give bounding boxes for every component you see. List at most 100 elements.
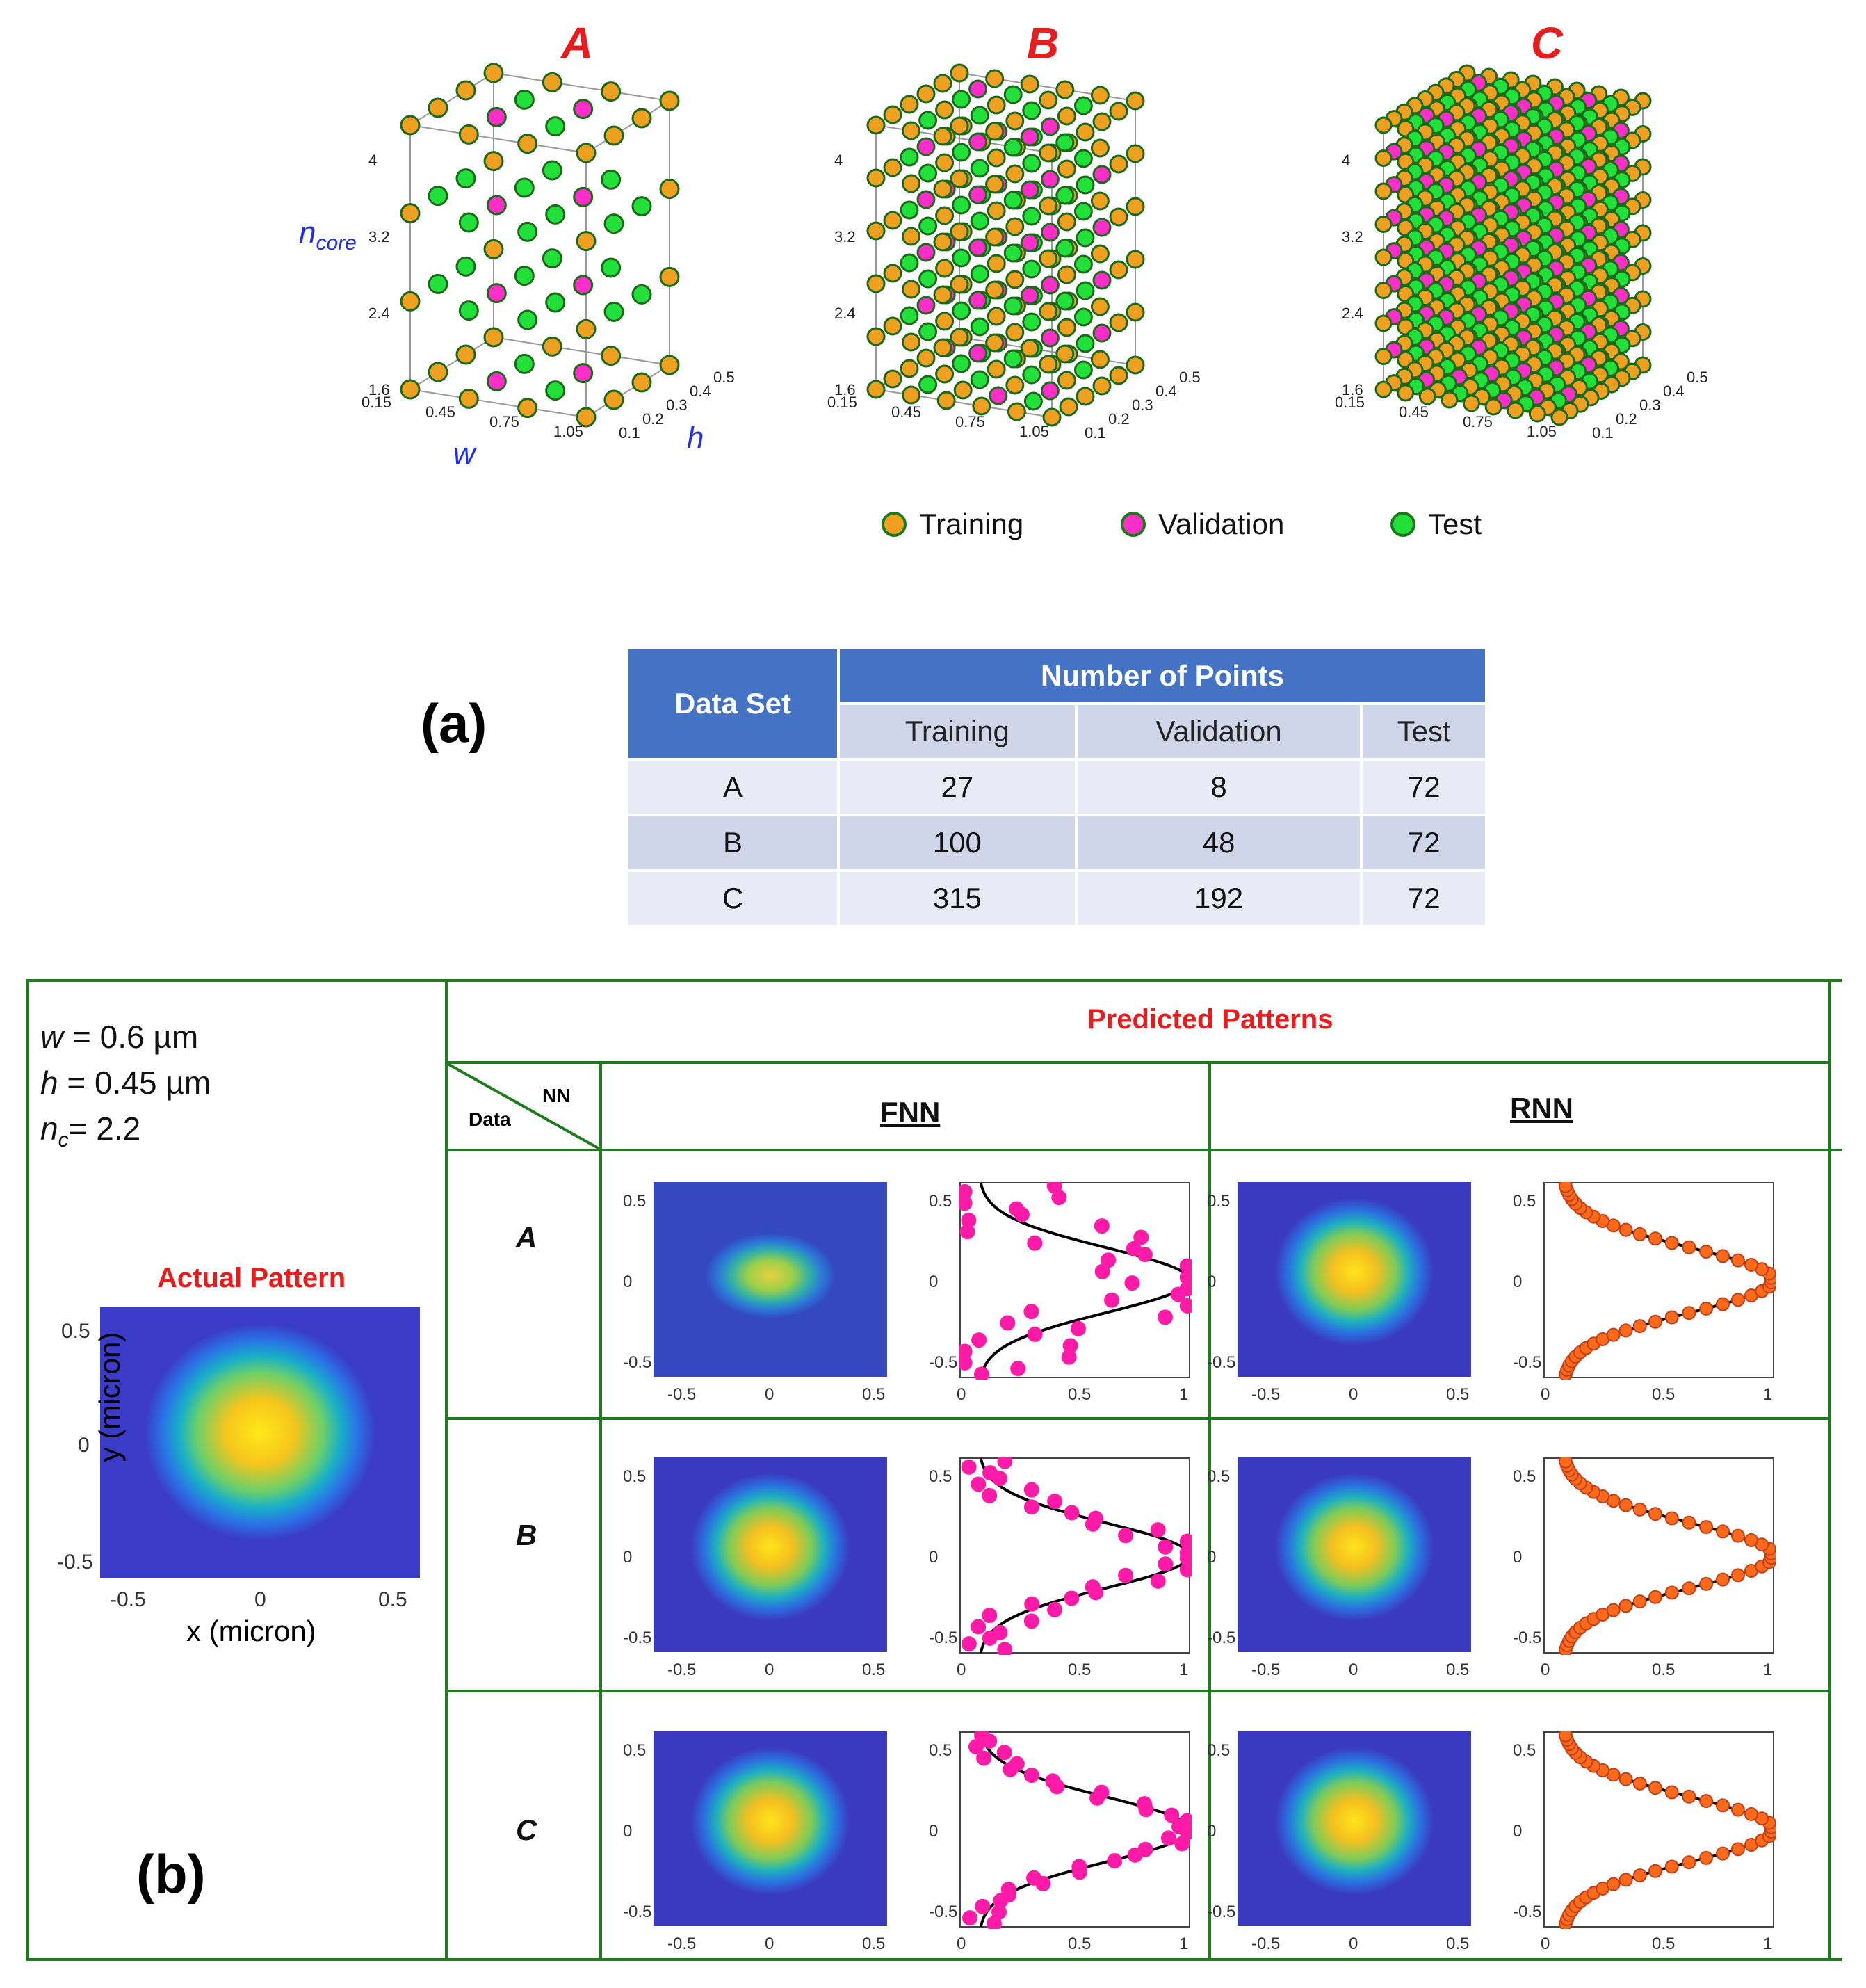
profile-marker — [982, 1487, 998, 1503]
data-point — [952, 354, 971, 373]
profile-marker — [962, 1910, 978, 1926]
profile-marker — [971, 1476, 987, 1492]
profile-marker — [1682, 1240, 1696, 1254]
profile-marker — [992, 1624, 1008, 1640]
heat-ytick: 0 — [1207, 1822, 1217, 1841]
heat-ytick: -0.5 — [1207, 1629, 1236, 1647]
profile-marker — [1715, 1524, 1730, 1539]
data-point — [1092, 376, 1112, 396]
data-point — [1090, 191, 1110, 211]
cube-title-c: C — [1530, 18, 1564, 68]
data-point — [987, 95, 1006, 115]
table-cell: C — [626, 869, 840, 928]
data-point — [1109, 366, 1128, 385]
profile-marker — [1744, 1807, 1758, 1821]
data-point — [866, 327, 886, 346]
data-point — [883, 105, 902, 124]
profile-marker — [1606, 1877, 1621, 1891]
heat-ytick: 0 — [1207, 1548, 1217, 1567]
data-point — [902, 174, 921, 193]
profile-marker — [1026, 1870, 1042, 1886]
data-point — [576, 318, 597, 339]
data-point — [1374, 380, 1393, 398]
actual-xtick: 0 — [254, 1588, 266, 1611]
profile-marker — [1730, 1802, 1745, 1817]
profile-plot — [1543, 1457, 1776, 1655]
data-point — [916, 348, 936, 368]
actual-ytick: -0.5 — [57, 1551, 93, 1574]
profile-ytick: 0 — [929, 1548, 939, 1567]
data-point — [455, 168, 476, 189]
actual-ytick: 0.5 — [61, 1320, 90, 1343]
profile-marker — [1648, 1231, 1662, 1246]
h-tick: 0.4 — [690, 382, 711, 400]
profile-marker — [1648, 1590, 1662, 1604]
legend-training: Training — [882, 508, 1023, 541]
data-point — [985, 227, 1005, 247]
table-cell: 48 — [1074, 814, 1363, 872]
table-cell: 8 — [1074, 758, 1363, 816]
data-point — [902, 227, 921, 246]
profile-marker — [1730, 1253, 1745, 1268]
grid-line — [1208, 1061, 1211, 1961]
data-point — [902, 332, 921, 352]
table-header-dataset: Data Set — [626, 647, 840, 761]
heat-ytick: 0.5 — [623, 1467, 647, 1486]
data-point — [900, 306, 919, 325]
data-point — [972, 396, 991, 416]
data-point — [1005, 323, 1025, 342]
data-point — [900, 253, 919, 273]
data-point — [987, 307, 1006, 326]
row-label-a: A — [516, 1221, 537, 1254]
data-point — [950, 116, 969, 136]
profile-marker — [1027, 1326, 1043, 1342]
data-point — [1076, 387, 1095, 406]
profile-ytick: -0.5 — [929, 1902, 958, 1921]
data-point — [1020, 339, 1039, 358]
profile-marker — [1047, 1601, 1063, 1617]
data-point — [455, 256, 476, 277]
profile-marker — [1085, 1579, 1101, 1595]
actual-pattern-title: Actual Pattern — [157, 1263, 346, 1293]
data-point — [970, 264, 989, 284]
heat-ytick: -0.5 — [623, 1902, 652, 1921]
profile-marker — [1101, 1252, 1117, 1268]
heat-xtick: 0.5 — [1446, 1934, 1470, 1953]
heat-ytick: 0 — [623, 1822, 633, 1841]
data-point — [933, 285, 952, 305]
h-tick: 0.1 — [1085, 424, 1106, 442]
profile-xtick: 0.5 — [1652, 1385, 1676, 1404]
data-point — [1374, 248, 1393, 266]
data-point — [936, 391, 956, 410]
profile-marker — [1107, 1853, 1123, 1869]
profile-marker — [997, 1457, 1013, 1469]
table-cell: 72 — [1360, 814, 1488, 872]
data-point — [1020, 286, 1039, 305]
data-point — [950, 275, 969, 294]
profile-plot — [1543, 1731, 1776, 1929]
profile-marker — [1730, 1293, 1745, 1307]
data-point — [573, 275, 594, 296]
predicted-heatmap — [1238, 1457, 1471, 1652]
corner-diagonal — [447, 1062, 600, 1150]
data-point — [1055, 133, 1075, 152]
data-point — [428, 362, 448, 382]
heat-xtick: 0 — [765, 1934, 774, 1953]
param-w: w = 0.6 µm — [40, 1019, 199, 1055]
data-point — [1040, 275, 1060, 295]
table-cell: 315 — [837, 869, 1078, 928]
data-point — [400, 115, 421, 136]
data-point — [1039, 196, 1058, 216]
data-point — [950, 222, 969, 241]
data-point — [952, 90, 971, 109]
data-point — [486, 283, 507, 304]
data-point — [603, 213, 624, 234]
data-point — [1039, 249, 1058, 268]
table-cell: 192 — [1074, 869, 1363, 928]
heat-ytick: 0.5 — [623, 1192, 647, 1211]
data-point — [458, 124, 479, 145]
legend-test-label: Test — [1428, 508, 1482, 540]
profile-marker — [1179, 1533, 1192, 1549]
data-point — [970, 317, 989, 337]
data-point — [517, 221, 538, 242]
